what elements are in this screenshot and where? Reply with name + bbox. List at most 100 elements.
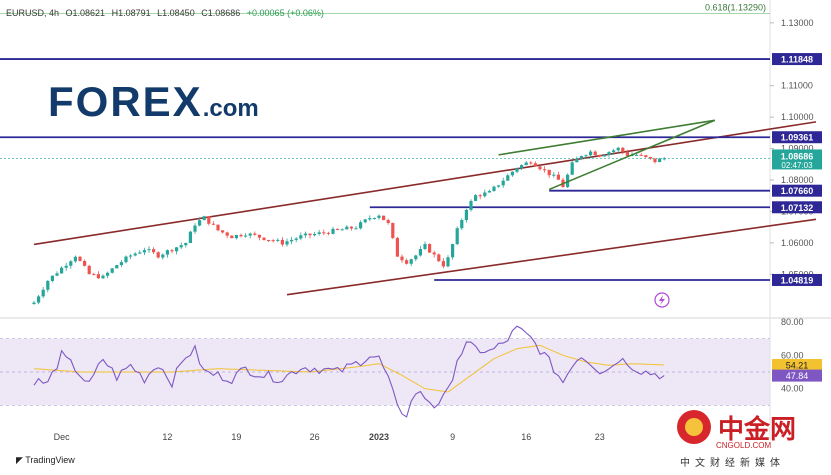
rsi-value-box <box>772 369 822 382</box>
rsi-value-label: 47.84 <box>786 371 809 381</box>
time-tick-label: 9 <box>450 432 455 442</box>
wedge-lower-line[interactable] <box>548 119 716 191</box>
candle-body <box>492 186 496 191</box>
level-label-box <box>772 273 822 286</box>
candle-body <box>46 280 50 290</box>
tradingview-label: TradingView <box>25 455 75 465</box>
candle-body <box>400 256 404 261</box>
candle-body <box>83 260 87 266</box>
candle-body <box>432 252 436 255</box>
candle-body <box>55 273 59 276</box>
rsi-tick-label: 80.00 <box>781 317 804 327</box>
symbol-label[interactable]: EURUSD, 4h <box>6 8 60 18</box>
candle-body <box>69 261 73 266</box>
time-tick-label: 26 <box>310 432 320 442</box>
candle-body <box>290 239 294 242</box>
candle-body <box>262 237 266 240</box>
level-label: 1.04819 <box>781 275 814 285</box>
candle-body <box>152 249 156 253</box>
time-tick-label: 23 <box>595 432 605 442</box>
candle-body <box>579 155 583 159</box>
candle-body <box>124 256 128 263</box>
candle-body <box>184 242 188 246</box>
level-label: 1.11848 <box>781 55 813 65</box>
candle-body <box>271 240 275 242</box>
open-value: O1.08621 <box>65 8 106 18</box>
level-label: 1.07660 <box>781 186 814 196</box>
candle-body <box>161 254 165 258</box>
candle-body <box>409 259 413 264</box>
candle-body <box>359 222 363 229</box>
candle-body <box>529 162 533 164</box>
candle-body <box>405 260 409 264</box>
candle-body <box>37 296 41 303</box>
forex-logo: FOREX.com <box>48 78 259 126</box>
level-label-box <box>772 201 822 214</box>
candle-body <box>234 234 238 239</box>
last-price-box <box>772 149 822 170</box>
candle-body <box>64 265 68 268</box>
candle-body <box>441 261 445 267</box>
price-tick-label: 1.11000 <box>781 81 813 91</box>
candle-body <box>248 233 252 236</box>
rsi-line <box>33 325 665 418</box>
low-value: L1.08450 <box>157 8 195 18</box>
candle-body <box>478 195 482 197</box>
level-label-box <box>772 131 822 144</box>
candle-body <box>363 219 367 223</box>
candle-body <box>428 244 432 253</box>
change-value: +0.00065 (+0.06%) <box>246 8 324 18</box>
candle-body <box>41 289 45 297</box>
candle-body <box>193 225 197 232</box>
wedge-upper-line[interactable] <box>498 119 715 156</box>
candle-body <box>349 226 353 229</box>
candle-body <box>589 151 593 156</box>
cngold-watermark: 中金网 <box>718 414 797 444</box>
candle-body <box>533 163 537 167</box>
time-tick-label: 2023 <box>369 432 389 442</box>
candle-body <box>515 168 519 172</box>
candle-body <box>469 200 473 210</box>
candle-body <box>239 234 243 237</box>
tradingview-logo[interactable]: ◤ TradingView <box>16 455 75 466</box>
fib-label: 0.618(1.13290) <box>705 3 766 13</box>
candle-body <box>464 209 468 221</box>
channel-upper-line[interactable] <box>33 121 817 246</box>
lightning-icon[interactable] <box>654 292 670 308</box>
candle-body <box>244 235 248 237</box>
candle-body <box>87 265 91 275</box>
candle-body <box>336 228 340 230</box>
candle-body <box>322 232 326 234</box>
candle-body <box>129 255 133 257</box>
candle-body <box>156 252 160 258</box>
lightning-bolt-icon <box>659 295 665 305</box>
candle-body <box>451 244 455 258</box>
candle-body <box>207 216 211 224</box>
candle-body <box>391 222 395 238</box>
candle-body <box>497 185 501 187</box>
candle-body <box>552 174 556 176</box>
candle-body <box>106 272 110 276</box>
candle-body <box>73 256 77 262</box>
channel-lower-line[interactable] <box>286 218 817 296</box>
candle-body <box>216 224 220 231</box>
forex-logo-text: FOREX <box>48 78 203 125</box>
candle-body <box>198 220 202 226</box>
price-tick-label: 1.06000 <box>781 238 814 248</box>
candle-body <box>575 158 579 163</box>
candle-body <box>225 232 229 236</box>
candle-body <box>593 151 597 156</box>
candle-body <box>658 158 662 163</box>
candle-body <box>280 239 284 245</box>
candle-body <box>294 238 298 240</box>
candle-body <box>520 165 524 169</box>
candle-body <box>483 192 487 197</box>
cngold-site: CNGOLD.COM <box>716 441 772 450</box>
candle-body <box>313 233 317 236</box>
candle-body <box>32 302 36 305</box>
level-label: 1.09361 <box>781 133 814 143</box>
cngold-tagline: 中文财经新媒体 <box>680 458 785 469</box>
candle-body <box>414 255 418 260</box>
candle-body <box>662 158 666 160</box>
